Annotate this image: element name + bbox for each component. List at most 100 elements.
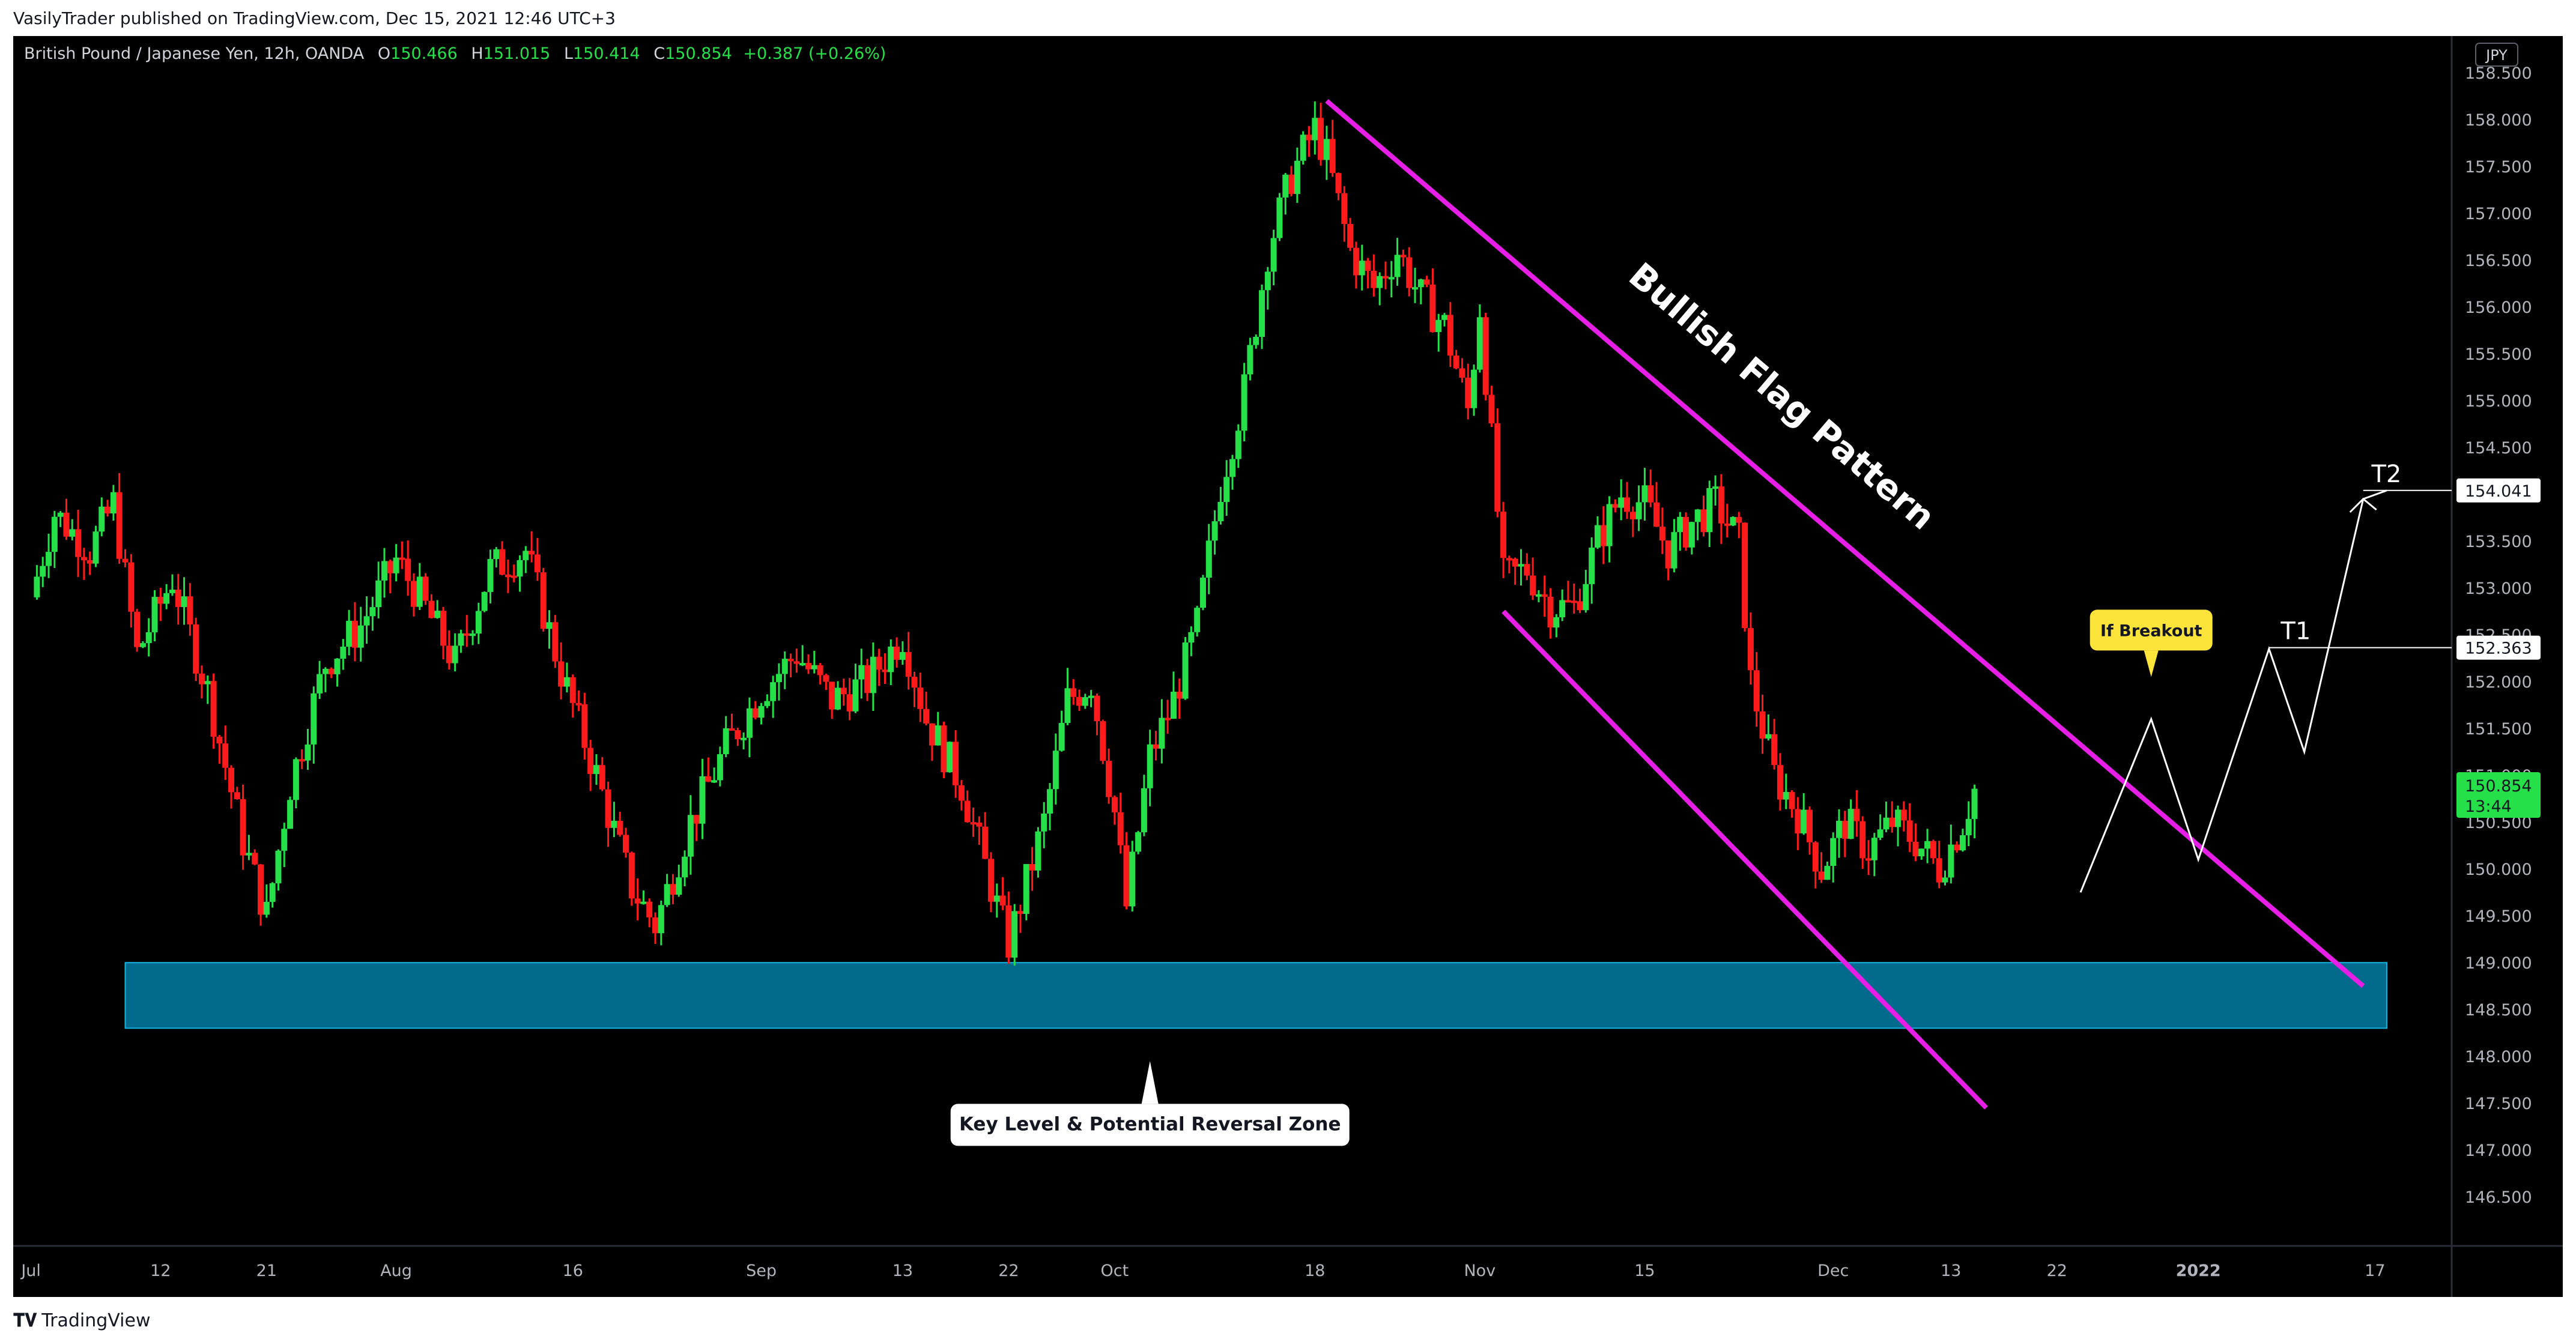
symbol-legend: British Pound / Japanese Yen, 12h, OANDA…	[24, 44, 886, 63]
candle-body	[864, 665, 871, 694]
candle-body	[1677, 516, 1683, 533]
x-tick-label: 15	[1634, 1262, 1655, 1280]
candle-body	[405, 558, 411, 581]
candle-body	[581, 704, 588, 748]
zone-callout-pointer	[1141, 1061, 1159, 1104]
candle-body	[758, 706, 765, 718]
candle-body	[752, 708, 759, 718]
candle-body	[682, 856, 688, 878]
y-tick-label: 156.000	[2465, 298, 2532, 317]
candle-body	[781, 659, 788, 674]
bar-countdown-label: 13:44	[2465, 797, 2512, 816]
candle-body	[1294, 160, 1300, 195]
y-tick-label: 156.500	[2465, 252, 2532, 270]
candle-body	[1217, 502, 1224, 522]
candle-body	[1070, 688, 1077, 697]
candle-body	[193, 624, 199, 674]
candle-body	[1841, 820, 1848, 839]
candle-body	[434, 611, 441, 618]
candle-body	[1282, 174, 1289, 198]
candle-body	[793, 661, 800, 664]
candle-body	[1889, 817, 1896, 827]
currency-badge-label: JPY	[2485, 47, 2508, 64]
candle-body	[764, 701, 771, 706]
candle-body	[1353, 247, 1359, 276]
candle-body	[982, 826, 989, 859]
candle-body	[1017, 911, 1023, 914]
arrow-head-icon	[2349, 497, 2377, 513]
candle-body	[269, 883, 276, 902]
y-tick-label: 155.000	[2465, 392, 2532, 411]
candle-body	[1229, 459, 1235, 477]
candle-body	[623, 835, 629, 853]
candle-body	[987, 859, 994, 902]
candle-body	[334, 658, 341, 674]
candle-body	[1023, 864, 1029, 914]
candle-body	[1629, 512, 1636, 519]
candle-body	[222, 743, 229, 768]
candle-body	[1465, 377, 1471, 408]
publisher-text: VasilyTrader published on TradingView.co…	[13, 8, 616, 28]
candle-body	[1417, 279, 1424, 288]
candle-body	[775, 674, 782, 683]
candle-body	[1400, 255, 1407, 258]
candle-body	[1394, 255, 1401, 277]
candle-body	[375, 580, 382, 608]
candle-body	[458, 633, 464, 646]
candle-body	[416, 576, 423, 607]
candle-body	[410, 581, 417, 607]
t2-label: T2	[2371, 461, 2401, 488]
candle-body	[1123, 845, 1130, 907]
candle-body	[1535, 594, 1542, 597]
candle-body	[1047, 789, 1053, 814]
candle-body	[1688, 522, 1695, 548]
candle-body	[1659, 527, 1665, 541]
x-tick-label: Aug	[380, 1262, 412, 1280]
candle-body	[835, 688, 841, 710]
candle-body	[1223, 477, 1230, 503]
price-tag-label: 154.041	[2465, 482, 2532, 501]
y-tick-label: 149.000	[2465, 954, 2532, 973]
candle-body	[1948, 844, 1954, 878]
candle-body	[75, 529, 82, 557]
candle-body	[446, 645, 452, 663]
tradingview-logo[interactable]: 𝐓𝐕 TradingView	[13, 1310, 150, 1331]
candle-body	[1482, 317, 1489, 395]
y-tick-label: 148.500	[2465, 1001, 2532, 1020]
candle-body	[846, 694, 853, 712]
candle-body	[664, 884, 670, 905]
y-tick-label: 149.500	[2465, 907, 2532, 926]
candle-body	[1859, 821, 1866, 859]
candle-body	[1270, 238, 1277, 272]
currency-badge	[2475, 43, 2518, 67]
chart-panel[interactable]: Bullish Flag Pattern T1 T2 If Breakout Key L…	[13, 36, 2563, 1297]
candle-body	[292, 759, 299, 800]
candle-body	[1541, 594, 1548, 597]
candle-body	[234, 792, 240, 799]
x-tick-label: Oct	[1101, 1262, 1129, 1280]
candle-body	[1264, 271, 1271, 291]
candle-body	[640, 901, 647, 904]
candle-body	[1641, 485, 1648, 503]
candle-body	[1382, 276, 1389, 279]
candle-body	[1165, 718, 1171, 721]
candle-body	[1512, 558, 1518, 567]
candle-body	[1182, 642, 1189, 699]
candle-body	[993, 895, 1000, 902]
candle-body	[1871, 838, 1877, 860]
candle-body	[1388, 277, 1395, 280]
candle-body	[134, 611, 141, 647]
candle-body	[1259, 290, 1265, 337]
candle-body	[1806, 809, 1813, 842]
candle-body	[1094, 695, 1100, 722]
x-tick-label: 16	[563, 1262, 583, 1280]
flag-lower-line	[1502, 609, 1989, 1110]
candle-body	[1476, 317, 1483, 370]
x-tick-label: 12	[150, 1262, 171, 1280]
candle-body	[499, 549, 506, 575]
candle-body	[970, 822, 977, 825]
candle-body	[1553, 617, 1560, 627]
candle-body	[599, 765, 605, 790]
candle-body	[723, 728, 729, 755]
